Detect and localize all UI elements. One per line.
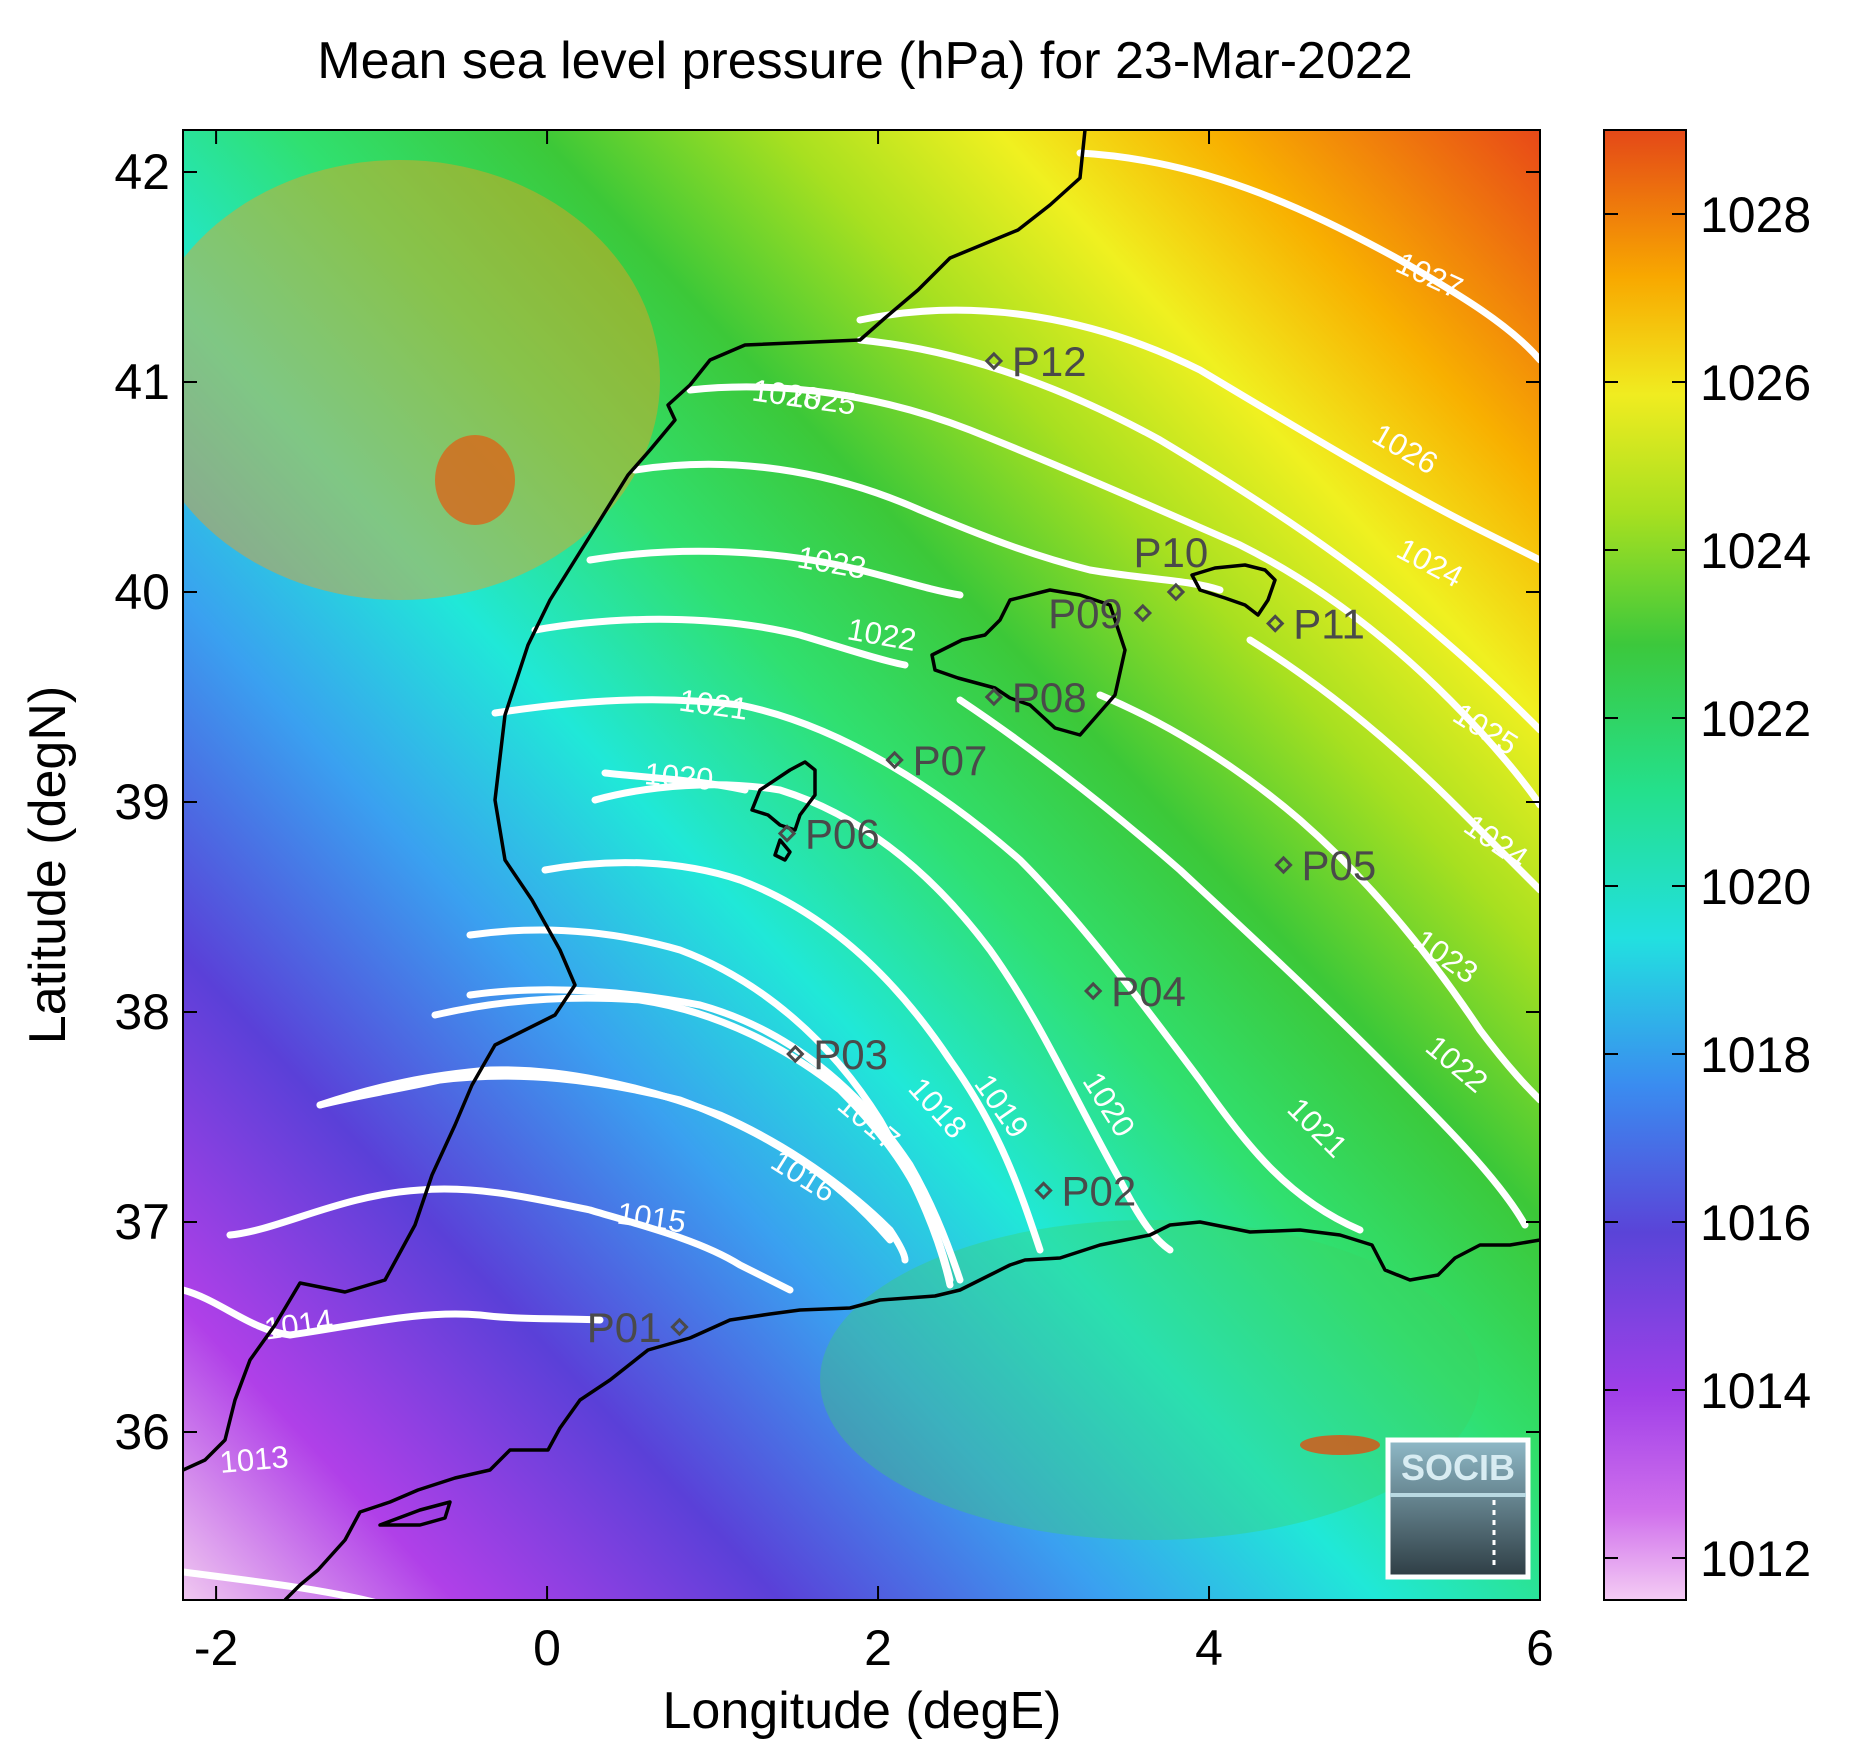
y-axis-ticks: 36 37 38 39 40 41 42 xyxy=(114,144,1540,1460)
colorbar-tick-label: 1024 xyxy=(1700,523,1811,579)
station-label: P08 xyxy=(1012,674,1087,721)
colorbar-tick-label: 1012 xyxy=(1700,1531,1811,1587)
map-frame xyxy=(182,129,1541,1601)
isobar-line xyxy=(1246,636,1540,894)
station-marker xyxy=(1166,582,1186,602)
isobar-line xyxy=(491,696,1364,1234)
station-label: P12 xyxy=(1012,338,1087,385)
isobar-label: 1020 xyxy=(643,756,715,797)
station-marker xyxy=(1034,1181,1053,1200)
station-marker xyxy=(1083,981,1103,1001)
formentera xyxy=(773,838,792,862)
y-tick-label: 42 xyxy=(114,144,170,200)
station-marker xyxy=(670,1317,689,1337)
station-label: P10 xyxy=(1134,529,1209,576)
x-axis-ticks: -2 0 2 4 6 xyxy=(194,130,1554,1676)
station-marker xyxy=(1133,603,1153,623)
land-high-spot xyxy=(435,435,515,525)
socib-logo: SOCIB xyxy=(1385,1437,1531,1580)
y-tick-label: 41 xyxy=(114,354,170,410)
isobar-line xyxy=(856,336,1540,734)
x-tick-label: 0 xyxy=(533,1620,561,1676)
y-tick-label: 39 xyxy=(114,774,170,830)
alboran-island xyxy=(378,1500,452,1527)
station-label: P07 xyxy=(913,737,988,784)
station-marker xyxy=(786,1044,805,1064)
colorbar xyxy=(1603,129,1687,1601)
y-tick-label: 36 xyxy=(114,1404,170,1460)
africa-coastline xyxy=(283,1220,1540,1600)
station-marker xyxy=(885,750,904,770)
y-tick-label: 40 xyxy=(114,564,170,620)
isobar-line xyxy=(541,859,1044,1254)
isobar-lines xyxy=(183,149,1540,1600)
socib-logo-text: SOCIB xyxy=(1401,1447,1515,1488)
station-marker xyxy=(984,351,1004,371)
isobar-line xyxy=(631,460,1224,594)
station-label: P06 xyxy=(805,811,880,858)
ibiza xyxy=(750,760,817,832)
isobar-line xyxy=(226,1185,794,1294)
colorbar-ticks: 1012 1014 1016 1018 1020 1022 1024 1026 1028 xyxy=(1604,187,1811,1587)
africa-green xyxy=(820,1220,1480,1540)
station-label: P11 xyxy=(1293,601,1365,648)
colorbar-tick-label: 1020 xyxy=(1700,859,1811,915)
colorbar-tick-label: 1014 xyxy=(1700,1363,1811,1419)
y-axis-label: Latitude (degN) xyxy=(19,686,77,1044)
station-marker xyxy=(1266,614,1285,633)
isobar-line xyxy=(686,383,1540,809)
isobar-line xyxy=(586,547,964,599)
isobar-line xyxy=(466,926,954,1289)
station-label: P04 xyxy=(1111,968,1186,1015)
station-marker xyxy=(984,687,1004,707)
land-highs xyxy=(183,160,660,600)
colorbar-tick-label: 1016 xyxy=(1700,1195,1811,1251)
y-tick-label: 37 xyxy=(114,1194,170,1250)
x-tick-label: 4 xyxy=(1195,1620,1223,1676)
x-tick-label: 6 xyxy=(1526,1620,1554,1676)
isobar-line xyxy=(183,1286,604,1339)
station-label: P02 xyxy=(1062,1168,1137,1215)
colorbar-tick-label: 1028 xyxy=(1700,187,1811,243)
x-tick-label: -2 xyxy=(194,1620,238,1676)
station-label: P09 xyxy=(1048,590,1123,637)
station-marker xyxy=(777,824,797,843)
pressure-field xyxy=(183,130,1540,1600)
isobar-line xyxy=(1096,691,1540,1104)
chart-title: Mean sea level pressure (hPa) for 23-Mar… xyxy=(317,32,1412,90)
isobar-line xyxy=(956,696,1529,1229)
colorbar-tick-label: 1018 xyxy=(1700,1027,1811,1083)
colorbar-tick-label: 1022 xyxy=(1700,691,1811,747)
isobar-line xyxy=(856,306,1540,564)
x-axis-label: Longitude (degE) xyxy=(663,1682,1062,1740)
station-label: P01 xyxy=(587,1304,662,1351)
y-tick-label: 38 xyxy=(114,984,170,1040)
iberian-coastline xyxy=(183,130,1087,1472)
isobar-label: 1013 xyxy=(218,1439,290,1480)
station-marker xyxy=(1274,855,1293,875)
colorbar-tick-label: 1026 xyxy=(1700,355,1811,411)
menorca xyxy=(1190,563,1277,617)
station-label: P05 xyxy=(1301,842,1376,889)
isobar-line xyxy=(1076,149,1540,364)
mallorca xyxy=(930,588,1127,737)
station-label: P03 xyxy=(813,1031,888,1078)
x-tick-label: 2 xyxy=(864,1620,892,1676)
africa-hot-spot xyxy=(1300,1435,1380,1455)
isobar-line xyxy=(316,1072,894,1244)
isobar-line xyxy=(531,615,909,669)
isobar-line xyxy=(601,769,749,794)
